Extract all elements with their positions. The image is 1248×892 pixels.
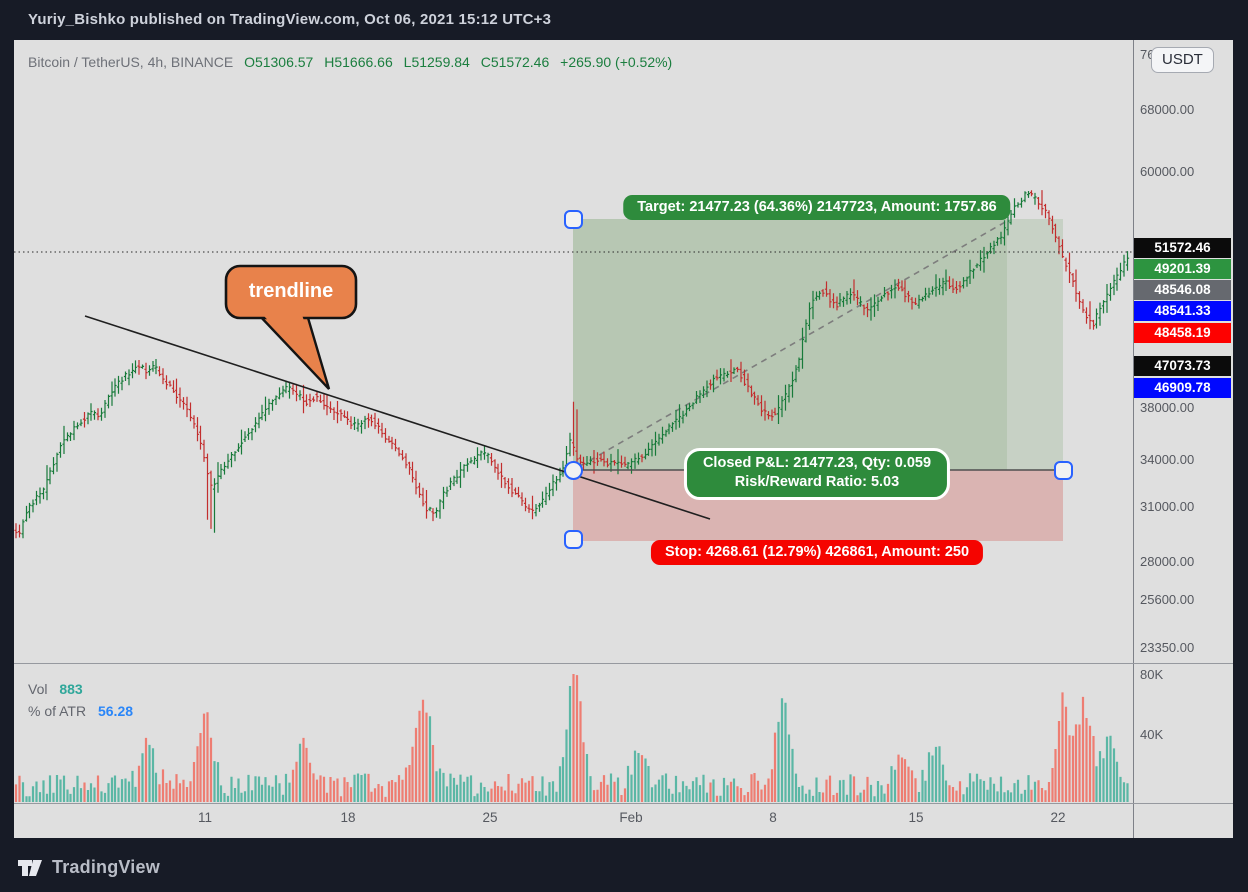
- price-tick: 31000.00: [1140, 499, 1195, 514]
- time-label[interactable]: 11: [197, 810, 212, 825]
- price-badge: 47073.73: [1134, 356, 1231, 376]
- tradingview-logo-icon: [18, 859, 42, 876]
- position-pl-line1: Closed P&L: 21477.23, Qty: 0.059: [702, 455, 932, 471]
- stop-handle[interactable]: [563, 529, 583, 549]
- entry-handle-right[interactable]: [1053, 460, 1073, 480]
- price-badge: 48458.19: [1134, 323, 1231, 343]
- price-badge: 49201.39: [1134, 259, 1231, 279]
- chart-background: [14, 40, 1233, 838]
- symbol-legend: Bitcoin / TetherUS, 4h, BINANCE O51306.5…: [28, 54, 679, 70]
- currency-toggle-button[interactable]: USDT: [1151, 47, 1214, 73]
- volume-label: Vol: [28, 681, 48, 697]
- position-target-badge[interactable]: Target: 21477.23 (64.36%) 2147723, Amoun…: [623, 195, 1011, 220]
- position-pl-badge[interactable]: Closed P&L: 21477.23, Qty: 0.059 Risk/Re…: [683, 448, 951, 500]
- published-banner: Yuriy_Bishko published on TradingView.co…: [0, 0, 1248, 40]
- volume-tick: 40K: [1140, 727, 1164, 742]
- price-tick: 38000.00: [1140, 400, 1195, 415]
- volume-value: 883: [59, 681, 83, 697]
- volume-legend: Vol 883 % of ATR 56.28: [28, 681, 133, 725]
- target-handle[interactable]: [563, 209, 583, 229]
- time-label[interactable]: 22: [1050, 810, 1066, 825]
- price-tick: 60000.00: [1140, 164, 1195, 179]
- time-label[interactable]: 18: [340, 810, 356, 825]
- price-tick: 68000.00: [1140, 102, 1195, 117]
- price-tick: 23350.00: [1140, 640, 1195, 655]
- entry-handle-left[interactable]: [563, 460, 583, 480]
- price-tick: 25600.00: [1140, 592, 1195, 607]
- tradingview-footer[interactable]: TradingView: [16, 850, 160, 884]
- position-stop-badge[interactable]: Stop: 4268.61 (12.79%) 426861, Amount: 2…: [650, 540, 984, 565]
- price-badge: 48541.33: [1134, 301, 1231, 321]
- time-axis-divider: [14, 803, 1233, 804]
- atr-value: 56.28: [97, 703, 134, 719]
- price-badge: 46909.78: [1134, 378, 1231, 398]
- time-label[interactable]: 8: [769, 810, 777, 825]
- ohlc-high: H51666.66: [324, 54, 393, 70]
- price-tick: 34000.00: [1140, 452, 1195, 467]
- price-badge: 48546.08: [1134, 280, 1231, 300]
- ohlc-change: +265.90 (+0.52%): [560, 54, 673, 70]
- position-pl-line2: Risk/Reward Ratio: 5.03: [734, 473, 900, 490]
- atr-label: % of ATR: [28, 703, 87, 719]
- price-tick: 28000.00: [1140, 554, 1195, 569]
- ohlc-close: C51572.46: [480, 54, 550, 70]
- pane-divider: [14, 663, 1233, 664]
- time-label[interactable]: 25: [482, 810, 498, 825]
- time-label[interactable]: 15: [908, 810, 924, 825]
- symbol-title: Bitcoin / TetherUS, 4h, BINANCE: [28, 54, 234, 70]
- ohlc-low: L51259.84: [403, 54, 470, 70]
- ohlc-open: O51306.57: [244, 54, 314, 70]
- trendline-callout[interactable]: trendline: [248, 280, 334, 302]
- price-axis-panel[interactable]: [1133, 40, 1233, 838]
- tradingview-wordmark: TradingView: [52, 856, 160, 877]
- volume-tick: 80K: [1140, 667, 1164, 682]
- price-badge: 51572.46: [1134, 238, 1231, 258]
- time-label[interactable]: Feb: [619, 810, 643, 825]
